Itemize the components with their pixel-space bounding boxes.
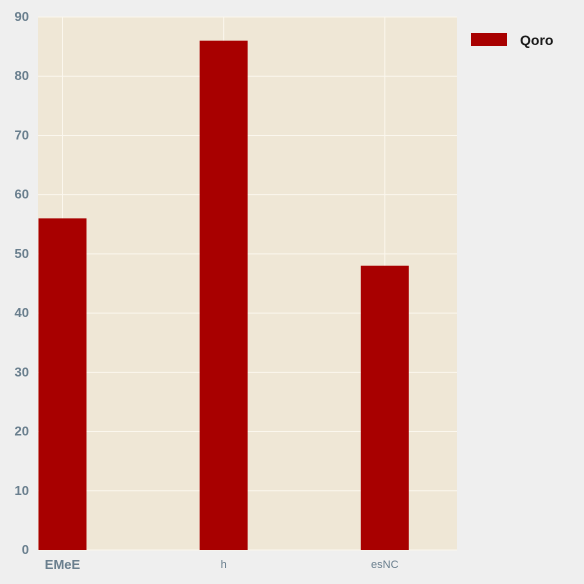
bars [38, 40, 409, 550]
y-tick-label: 90 [15, 9, 29, 24]
x-tick-label: h [221, 559, 227, 571]
y-tick-label: 70 [15, 127, 29, 142]
legend-swatch [471, 33, 507, 46]
legend-label: Qoro [520, 32, 553, 48]
y-axis-tick-labels: 0 10 20 30 40 50 60 70 80 90 [15, 9, 29, 557]
y-tick-label: 50 [15, 246, 29, 261]
bar-h [199, 40, 248, 550]
x-tick-label: EMeE [45, 557, 81, 572]
bar-EMeE [38, 218, 87, 550]
y-tick-label: 20 [15, 424, 29, 439]
bar-esNC [360, 265, 409, 550]
y-tick-label: 0 [22, 542, 29, 557]
y-tick-label: 10 [15, 483, 29, 498]
x-tick-label: esNC [371, 559, 399, 571]
y-tick-label: 60 [15, 187, 29, 202]
y-tick-label: 30 [15, 364, 29, 379]
y-tick-label: 80 [15, 68, 29, 83]
x-axis-tick-labels: EMeE h esNC [45, 557, 399, 572]
y-tick-label: 40 [15, 305, 29, 320]
legend: Qoro [471, 32, 553, 48]
